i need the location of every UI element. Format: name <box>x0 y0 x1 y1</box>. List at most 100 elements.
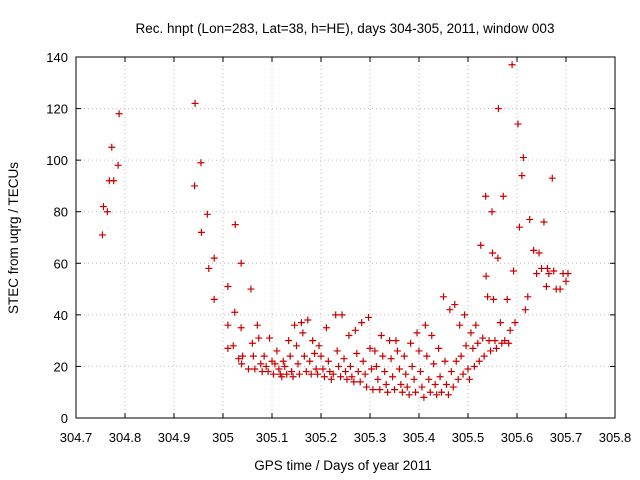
data-point <box>470 362 478 370</box>
data-point <box>224 321 232 329</box>
chart-title: Rec. hnpt (Lon=283, Lat=38, h=HE), days … <box>136 21 555 36</box>
data-point <box>489 295 497 303</box>
data-point <box>367 365 375 373</box>
data-point <box>300 352 308 360</box>
data-point <box>203 210 211 218</box>
data-point <box>244 365 252 373</box>
data-point <box>467 329 475 337</box>
data-point <box>286 352 294 360</box>
data-point <box>205 264 213 272</box>
data-point <box>365 313 373 321</box>
data-point <box>307 370 315 378</box>
data-point <box>197 228 205 236</box>
data-point <box>488 208 496 216</box>
data-points <box>98 61 572 401</box>
data-point <box>425 375 433 383</box>
data-point <box>285 337 293 345</box>
data-point <box>499 192 507 200</box>
data-point <box>231 221 239 229</box>
data-point <box>231 308 239 316</box>
data-point <box>317 352 325 360</box>
x-tick-label: 304.9 <box>158 430 191 445</box>
data-point <box>247 285 255 293</box>
data-point <box>262 362 270 370</box>
data-point <box>275 365 283 373</box>
x-tick-label: 305.2 <box>305 430 338 445</box>
data-point <box>345 331 353 339</box>
data-point <box>397 380 405 388</box>
data-point <box>521 306 529 314</box>
data-point <box>489 249 496 257</box>
data-point <box>526 215 534 223</box>
data-point <box>430 360 438 368</box>
data-point <box>312 365 320 373</box>
data-point <box>464 365 472 373</box>
data-point <box>402 370 410 378</box>
data-point <box>438 388 446 396</box>
data-point <box>350 378 358 386</box>
x-axis-ticks: 304.7 304.8 304.9 305 305.1 305.2 305.3 305.4 30… <box>60 57 631 445</box>
data-point <box>395 365 403 373</box>
data-point <box>454 375 462 383</box>
data-point <box>371 347 379 355</box>
y-tick-label: 80 <box>54 205 68 220</box>
data-point <box>386 337 394 345</box>
y-tick-label: 120 <box>46 102 68 117</box>
data-point <box>543 264 551 272</box>
data-point <box>337 373 345 381</box>
data-point <box>518 172 526 180</box>
data-point <box>494 254 502 262</box>
data-point <box>550 267 558 275</box>
data-point <box>494 105 502 113</box>
data-point <box>423 352 431 360</box>
data-point <box>279 357 287 365</box>
data-point <box>392 337 400 345</box>
x-tick-label: 304.8 <box>109 430 142 445</box>
data-point <box>269 370 277 378</box>
y-axis-label: STEC from uqrg / TECUs <box>6 162 21 314</box>
data-point <box>418 383 426 391</box>
data-point <box>387 355 395 363</box>
data-point <box>410 375 418 383</box>
y-tick-label: 0 <box>61 411 68 426</box>
data-point <box>374 375 382 383</box>
data-point <box>258 368 266 376</box>
data-point <box>353 350 361 358</box>
data-point <box>492 344 500 352</box>
x-tick-label: 304.7 <box>60 430 93 445</box>
data-point <box>426 388 434 396</box>
data-point <box>333 347 341 355</box>
data-point <box>288 368 296 376</box>
data-point <box>412 388 420 396</box>
y-tick-label: 20 <box>54 359 68 374</box>
data-point <box>297 319 305 327</box>
data-point <box>484 293 492 301</box>
data-point <box>342 368 349 376</box>
data-point <box>487 347 495 355</box>
data-point <box>332 311 340 319</box>
data-point <box>294 360 302 368</box>
data-point <box>295 370 303 378</box>
data-point <box>273 347 281 355</box>
data-point <box>361 370 369 378</box>
data-point <box>431 380 439 388</box>
data-point <box>511 319 519 327</box>
data-point <box>329 370 337 378</box>
data-point <box>377 331 385 339</box>
data-point <box>346 362 354 370</box>
data-point <box>533 270 541 278</box>
data-point <box>485 337 493 345</box>
data-point <box>421 321 429 329</box>
data-point <box>197 159 205 167</box>
data-point <box>391 386 398 394</box>
data-point <box>562 277 570 285</box>
data-point <box>249 352 257 360</box>
data-point <box>238 360 246 368</box>
data-point <box>304 316 312 324</box>
data-point <box>320 373 328 381</box>
x-tick-label: 305 <box>212 430 234 445</box>
data-point <box>289 373 297 381</box>
data-point <box>110 177 118 185</box>
data-point <box>210 295 218 303</box>
data-point <box>253 321 261 329</box>
